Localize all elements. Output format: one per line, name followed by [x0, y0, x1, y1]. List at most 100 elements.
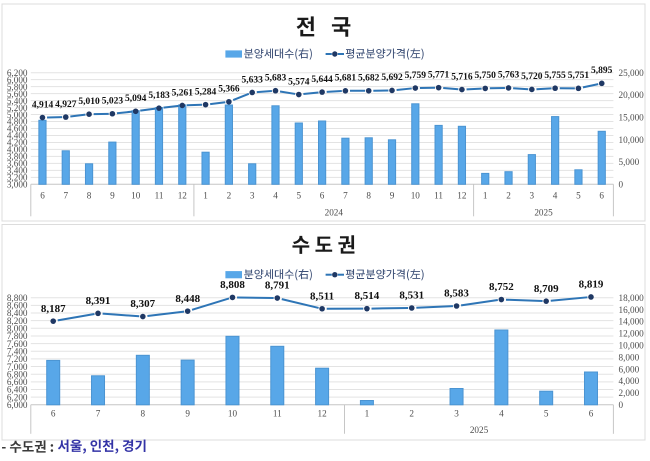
svg-text:8,511: 8,511 — [310, 290, 334, 302]
svg-text:0: 0 — [619, 400, 624, 410]
svg-text:4,927: 4,927 — [55, 100, 77, 110]
svg-text:10: 10 — [131, 191, 141, 201]
svg-text:3: 3 — [530, 191, 535, 201]
svg-text:7: 7 — [64, 191, 69, 201]
svg-text:7,000: 7,000 — [7, 362, 28, 372]
svg-text:11: 11 — [434, 191, 443, 201]
svg-text:25,000: 25,000 — [619, 68, 645, 78]
svg-text:14,000: 14,000 — [619, 317, 645, 327]
svg-text:1: 1 — [365, 409, 370, 419]
svg-text:0: 0 — [619, 180, 624, 190]
svg-text:8,000: 8,000 — [7, 324, 28, 334]
svg-text:8,583: 8,583 — [444, 288, 469, 300]
svg-text:5,000: 5,000 — [619, 157, 640, 167]
svg-text:5,716: 5,716 — [451, 72, 473, 82]
svg-text:4,000: 4,000 — [7, 145, 28, 155]
svg-text:6,400: 6,400 — [7, 385, 28, 395]
svg-text:8,709: 8,709 — [534, 283, 559, 295]
svg-text:7: 7 — [343, 191, 348, 201]
svg-text:4,800: 4,800 — [7, 117, 28, 127]
svg-text:4,000: 4,000 — [619, 376, 640, 386]
svg-text:3,000: 3,000 — [7, 180, 28, 190]
svg-text:8,600: 8,600 — [7, 301, 28, 311]
svg-text:12,000: 12,000 — [619, 329, 645, 339]
svg-text:8: 8 — [141, 409, 146, 419]
svg-text:12: 12 — [318, 409, 328, 419]
svg-text:6: 6 — [51, 409, 56, 419]
svg-text:4: 4 — [553, 191, 558, 201]
svg-text:20,000: 20,000 — [619, 90, 645, 100]
svg-text:3,200: 3,200 — [7, 173, 28, 183]
svg-text:5,692: 5,692 — [381, 73, 403, 83]
svg-text:5,750: 5,750 — [475, 71, 497, 81]
svg-text:8: 8 — [87, 191, 92, 201]
svg-text:5,755: 5,755 — [544, 71, 566, 81]
svg-text:8,514: 8,514 — [355, 290, 380, 302]
svg-text:8,448: 8,448 — [175, 293, 200, 305]
svg-text:6,000: 6,000 — [7, 400, 28, 410]
svg-text:5,895: 5,895 — [591, 66, 613, 76]
svg-text:5,400: 5,400 — [7, 96, 28, 106]
svg-text:5,681: 5,681 — [335, 74, 357, 84]
svg-text:8,808: 8,808 — [220, 279, 245, 291]
svg-text:7,800: 7,800 — [7, 331, 28, 341]
svg-text:6,600: 6,600 — [7, 377, 28, 387]
svg-text:9: 9 — [185, 409, 190, 419]
svg-text:9: 9 — [390, 191, 395, 201]
svg-text:1: 1 — [483, 191, 488, 201]
svg-text:3,800: 3,800 — [7, 152, 28, 162]
svg-text:10: 10 — [228, 409, 238, 419]
svg-text:6: 6 — [589, 409, 594, 419]
svg-text:6,800: 6,800 — [7, 369, 28, 379]
svg-text:6: 6 — [320, 191, 325, 201]
svg-text:8,200: 8,200 — [7, 316, 28, 326]
svg-text:8,752: 8,752 — [489, 281, 514, 293]
svg-text:5,200: 5,200 — [7, 103, 28, 113]
svg-text:4,400: 4,400 — [7, 131, 28, 141]
svg-text:2: 2 — [409, 409, 414, 419]
svg-text:8,000: 8,000 — [619, 352, 640, 362]
svg-text:5,644: 5,644 — [311, 75, 333, 85]
svg-text:18,000: 18,000 — [619, 293, 645, 303]
svg-text:6,000: 6,000 — [7, 75, 28, 85]
svg-text:4: 4 — [273, 191, 278, 201]
svg-text:5: 5 — [544, 409, 549, 419]
svg-text:4,600: 4,600 — [7, 124, 28, 134]
svg-text:5,010: 5,010 — [78, 97, 100, 107]
svg-text:2: 2 — [506, 191, 511, 201]
svg-text:5,763: 5,763 — [498, 71, 520, 81]
svg-text:2025: 2025 — [534, 207, 553, 217]
svg-text:3,600: 3,600 — [7, 159, 28, 169]
svg-text:3: 3 — [454, 409, 459, 419]
svg-text:5: 5 — [297, 191, 302, 201]
svg-text:8: 8 — [366, 191, 371, 201]
svg-text:7,600: 7,600 — [7, 339, 28, 349]
svg-text:12: 12 — [457, 191, 467, 201]
svg-text:5,000: 5,000 — [7, 110, 28, 120]
svg-text:16,000: 16,000 — [619, 305, 645, 315]
svg-text:5,284: 5,284 — [195, 87, 217, 97]
svg-text:5,682: 5,682 — [358, 74, 380, 84]
svg-text:5,183: 5,183 — [148, 91, 170, 101]
svg-text:5,094: 5,094 — [125, 94, 147, 104]
svg-text:8,400: 8,400 — [7, 308, 28, 318]
svg-text:6,200: 6,200 — [7, 392, 28, 402]
svg-text:7: 7 — [96, 409, 101, 419]
svg-text:7,400: 7,400 — [7, 346, 28, 356]
svg-text:5,366: 5,366 — [218, 85, 240, 95]
svg-text:5,261: 5,261 — [172, 88, 194, 98]
svg-text:5,600: 5,600 — [7, 89, 28, 99]
svg-text:8,187: 8,187 — [41, 303, 66, 315]
svg-text:5: 5 — [576, 191, 581, 201]
svg-text:8,800: 8,800 — [7, 293, 28, 303]
svg-text:5,574: 5,574 — [288, 77, 310, 87]
svg-text:10: 10 — [411, 191, 421, 201]
svg-text:4,200: 4,200 — [7, 138, 28, 148]
svg-text:2024: 2024 — [325, 207, 344, 217]
svg-text:8,391: 8,391 — [86, 295, 111, 307]
svg-text:5,771: 5,771 — [428, 70, 450, 80]
svg-text:11: 11 — [155, 191, 164, 201]
svg-text:11: 11 — [273, 409, 282, 419]
svg-text:3: 3 — [250, 191, 255, 201]
svg-text:9: 9 — [110, 191, 115, 201]
